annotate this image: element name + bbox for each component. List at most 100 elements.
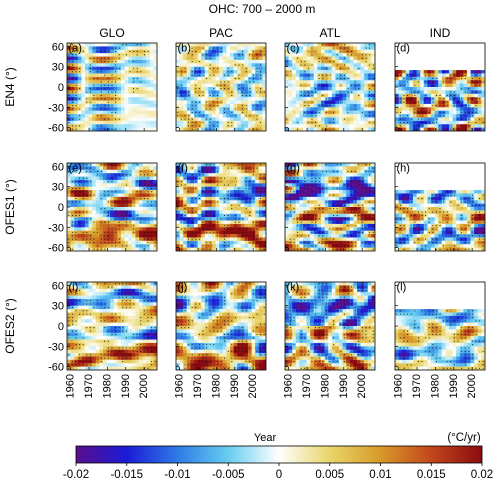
heatmap-cell — [321, 63, 325, 68]
heatmap-cell — [303, 66, 307, 71]
stipple-dot — [421, 108, 423, 110]
heatmap-cell — [416, 70, 421, 74]
heatmap-cell — [219, 90, 224, 95]
stipple-dot — [256, 211, 258, 213]
heatmap-cell — [208, 176, 213, 181]
stipple-dot — [347, 50, 349, 53]
heatmap-cell — [81, 247, 86, 251]
heatmap-cell — [142, 70, 147, 74]
stipple-dot — [111, 204, 113, 206]
stipple-dot — [231, 204, 233, 206]
heatmap-cell — [233, 93, 238, 98]
heatmap-cell — [285, 76, 289, 81]
heatmap-cell — [92, 176, 97, 181]
stipple-dot — [136, 191, 138, 193]
heatmap-cell — [113, 220, 118, 225]
heatmap-cell — [262, 186, 266, 191]
stipple-dot — [180, 228, 182, 230]
heatmap-cell — [215, 207, 220, 211]
heatmap-cell — [413, 70, 417, 74]
stipple-dot — [227, 67, 229, 69]
heatmap-cell — [364, 83, 369, 88]
heatmap-cell — [85, 213, 89, 218]
heatmap-cell — [470, 70, 475, 74]
heatmap-cell — [240, 114, 245, 118]
heatmap-cell — [349, 46, 354, 51]
stipple-dot — [443, 111, 445, 113]
stipple-dot — [238, 64, 240, 66]
heatmap-cell — [204, 193, 209, 198]
stipple-dot — [206, 181, 208, 183]
stipple-dot — [242, 191, 244, 193]
heatmap-cell — [113, 114, 118, 118]
heatmap-cell — [77, 207, 82, 211]
heatmap-cell — [110, 87, 115, 91]
heatmap-cell — [92, 163, 97, 167]
heatmap-cell — [186, 176, 191, 181]
heatmap-cell — [481, 114, 485, 118]
heatmap-cell — [215, 117, 220, 122]
heatmap-cell — [131, 166, 136, 171]
heatmap-cell — [360, 59, 365, 64]
heatmap-cell — [153, 124, 157, 129]
stipple-dot — [220, 177, 222, 179]
stipple-dot — [177, 248, 179, 250]
stipple-dot — [75, 184, 77, 186]
heatmap-cell — [103, 196, 107, 201]
stipple-dot — [227, 88, 229, 90]
heatmap-cell — [467, 90, 471, 95]
stipple-dot — [263, 177, 265, 179]
heatmap-cell — [139, 53, 143, 57]
heatmap-cell — [219, 240, 224, 245]
stipple-dot — [111, 128, 113, 130]
heatmap-cell — [353, 97, 358, 101]
heatmap-cell — [317, 80, 322, 85]
stipple-dot — [75, 191, 77, 193]
heatmap-cell — [463, 120, 468, 125]
stipple-dot — [307, 91, 309, 93]
heatmap-cell — [99, 103, 104, 108]
stipple-dot — [220, 50, 222, 53]
stipple-dot — [188, 225, 190, 227]
stipple-dot — [260, 238, 262, 240]
heatmap-cell — [208, 53, 213, 57]
heatmap-cell — [226, 220, 231, 225]
heatmap-cell — [219, 183, 224, 188]
heatmap-cell — [70, 244, 75, 249]
stipple-dot — [245, 71, 247, 73]
stipple-dot — [307, 94, 309, 97]
heatmap-cell — [288, 73, 293, 78]
stipple-dot — [71, 221, 73, 223]
stipple-dot — [242, 105, 244, 107]
heatmap-cell — [258, 124, 263, 129]
heatmap-cell — [186, 244, 191, 249]
stipple-dot — [71, 47, 73, 49]
heatmap-cell — [176, 107, 180, 112]
stipple-dot — [97, 125, 99, 127]
heatmap-cell — [153, 63, 157, 68]
heatmap-cell — [310, 87, 315, 91]
heatmap-cell — [139, 114, 143, 118]
heatmap-cell — [226, 203, 231, 208]
heatmap-cell — [146, 110, 151, 115]
heatmap-cell — [470, 87, 475, 91]
heatmap-cell — [413, 100, 417, 105]
stipple-dot — [245, 184, 247, 186]
heatmap-cell — [212, 196, 216, 201]
stipple-dot — [238, 77, 240, 80]
heatmap-cell — [201, 213, 206, 218]
stipple-dot — [86, 211, 88, 213]
heatmap-cell — [142, 93, 147, 98]
heatmap-cell — [313, 43, 318, 47]
stipple-dot — [453, 98, 455, 100]
heatmap-cell — [128, 179, 133, 184]
heatmap-cell — [128, 213, 133, 218]
stipple-dot — [154, 218, 156, 220]
stipple-dot — [414, 128, 416, 130]
stipple-dot — [403, 101, 405, 103]
heatmap-cell — [342, 80, 347, 85]
stipple-dot — [97, 228, 99, 230]
heatmap-cell — [117, 93, 122, 98]
stipple-dot — [71, 118, 73, 120]
heatmap-cell — [441, 76, 446, 81]
